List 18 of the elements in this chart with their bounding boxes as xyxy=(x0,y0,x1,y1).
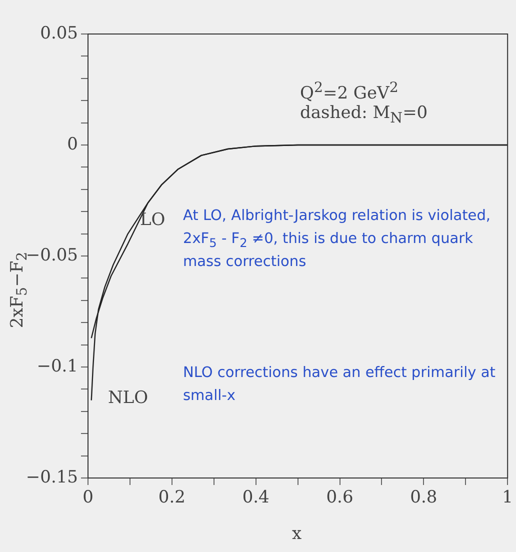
x-tick-label: 1 xyxy=(502,488,514,508)
annotation: At LO, Albright-Jarskog relation is violated, 2xF$_{5}$ - F$_{2}$ ≠0, this is due to charm quark mass corrections xyxy=(183,207,492,272)
y-tick-label: 0 xyxy=(67,134,78,154)
y-tick-label: 0.05 xyxy=(40,23,78,44)
annotation: dashed: M$_{N}$=0 xyxy=(300,103,428,126)
x-tick-label: 0.4 xyxy=(242,488,270,508)
x-tick-label: 0.6 xyxy=(326,488,354,508)
y-tick-label: −0.05 xyxy=(26,245,78,266)
series-label: LO xyxy=(140,210,166,230)
annotation: NLO corrections have an effect primarily at small-x xyxy=(183,364,496,406)
annotation: Q$^{2}$=2 GeV$^{2}$ xyxy=(300,80,398,104)
y-tick-label: −0.15 xyxy=(26,467,78,488)
x-tick-label: 0.8 xyxy=(410,488,438,508)
series-label: NLO xyxy=(108,388,148,408)
x-axis-title: x xyxy=(292,524,302,544)
x-tick-label: 0.2 xyxy=(158,488,186,508)
y-tick-label: −0.1 xyxy=(36,356,78,376)
x-tick-label: 0 xyxy=(82,488,94,508)
